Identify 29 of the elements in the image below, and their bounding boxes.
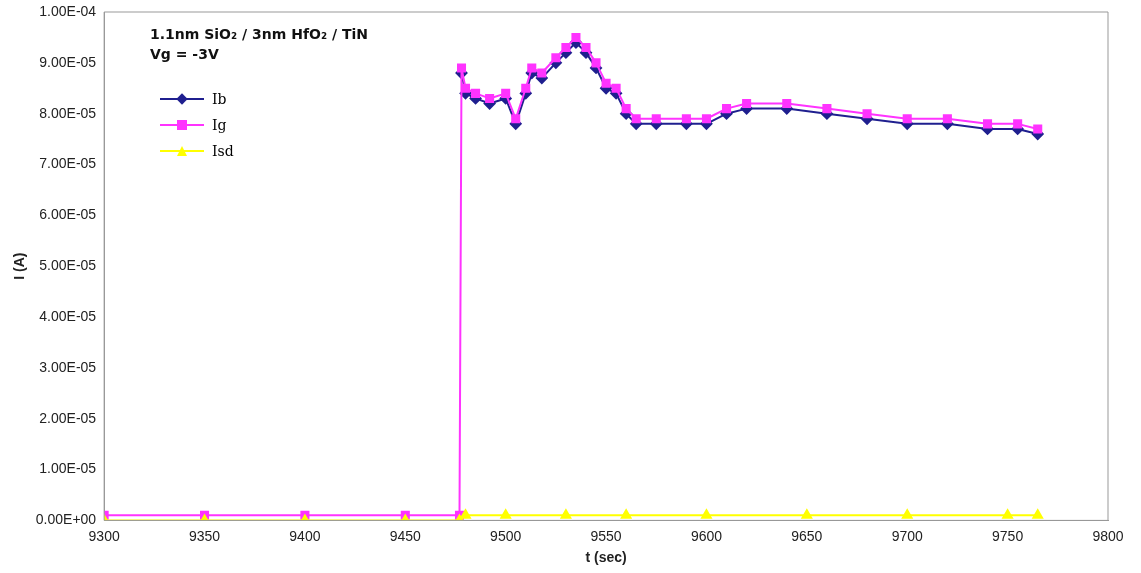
y-tick-label: 3.00E-05: [39, 358, 97, 375]
x-tick-label: 9350: [188, 527, 221, 544]
y-tick-label: 7.00E-05: [39, 155, 97, 172]
text: Vg = -3V: [150, 45, 220, 64]
x-tick-label: 9800: [1092, 527, 1124, 544]
legend-label: Ib: [212, 91, 227, 107]
legend-label: Isd: [212, 143, 234, 159]
y-tick-label: 1.00E-04: [39, 2, 97, 19]
x-tick-label: 9700: [891, 527, 924, 544]
y-tick-label: 5.00E-05: [39, 257, 97, 274]
y-tick-label: 8.00E-05: [39, 104, 97, 121]
x-tick-label: 9750: [992, 527, 1024, 544]
y-tick-label: 4.00E-05: [39, 307, 97, 324]
y-tick-label: 2.00E-05: [39, 409, 97, 426]
x-axis-title: t (sec): [585, 549, 627, 566]
x-tick-label: 9600: [690, 527, 723, 544]
x-tick-label: 9650: [791, 527, 823, 544]
y-tick-label: 0.00E+00: [35, 511, 97, 528]
text: 1.1nm SiO₂ / 3nm HfO₂ / TiN: [150, 25, 368, 44]
y-tick-label: 9.00E-05: [39, 53, 97, 70]
y-tick-label: 1.00E-05: [39, 460, 97, 477]
y-axis-title: I (A): [11, 252, 28, 280]
y-tick-label: 6.00E-05: [39, 206, 97, 223]
x-tick-label: 9400: [289, 527, 321, 544]
x-tick-label: 9300: [88, 527, 120, 544]
x-tick-label: 9550: [590, 527, 622, 544]
x-tick-label: 9500: [490, 527, 522, 544]
legend-label: Ig: [212, 117, 227, 133]
x-tick-label: 9450: [389, 527, 422, 544]
